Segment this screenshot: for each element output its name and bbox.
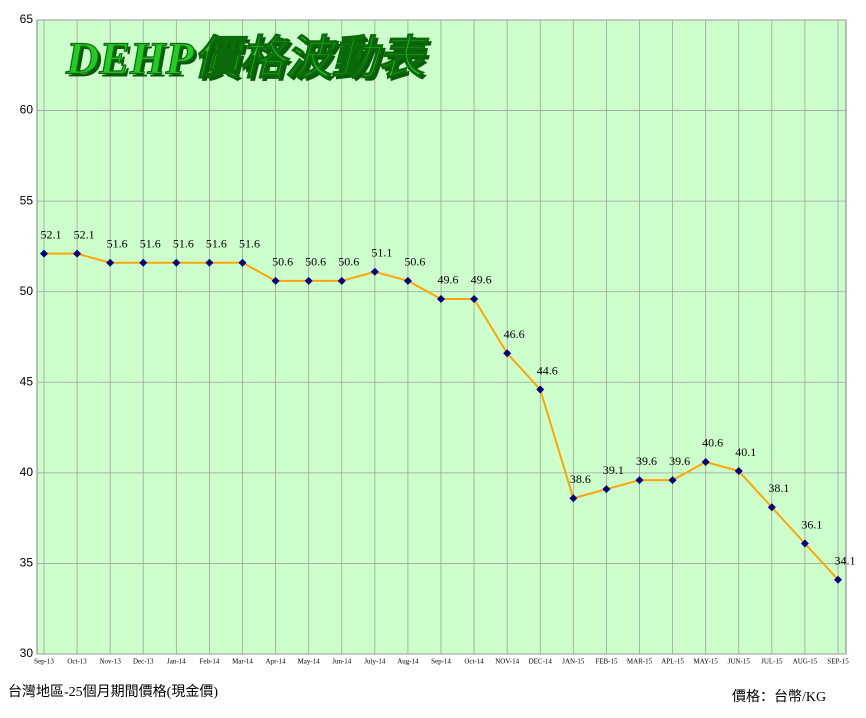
x-tick-label: Aug-14 — [397, 658, 419, 666]
data-label: 44.6 — [537, 363, 558, 377]
data-label: 38.6 — [570, 472, 591, 486]
x-tick-label: FEB-15 — [595, 658, 618, 666]
data-label: 39.6 — [669, 454, 690, 468]
marker — [337, 276, 346, 285]
x-tick-label: JUN-15 — [728, 658, 751, 666]
x-tick-label: Apr-14 — [266, 658, 287, 666]
x-tick-label: AUG-15 — [793, 658, 818, 666]
data-label: 38.1 — [768, 481, 789, 495]
x-tick-label: Dec-13 — [133, 658, 154, 666]
y-tick-label: 35 — [20, 556, 34, 570]
chart-title: DEHP價格波動表 — [65, 33, 430, 84]
plot-area — [36, 19, 847, 655]
marker — [73, 249, 82, 258]
marker — [800, 539, 809, 548]
y-tick-label: 65 — [20, 12, 34, 26]
x-tick-label: Oct-14 — [464, 658, 484, 666]
footnote: 台灣地區-25個月期間價格(現金價) — [8, 683, 218, 700]
marker — [470, 294, 479, 303]
x-tick-label: Sep-13 — [34, 658, 54, 666]
data-label: 52.1 — [41, 227, 62, 241]
data-label: 40.6 — [702, 436, 723, 450]
marker — [767, 503, 776, 512]
data-label: 51.6 — [107, 236, 128, 250]
marker — [602, 485, 611, 494]
data-label: 51.6 — [206, 236, 227, 250]
data-label: 36.1 — [801, 517, 822, 531]
data-label: 49.6 — [471, 273, 492, 287]
marker — [635, 476, 644, 485]
data-label: 34.1 — [835, 553, 856, 567]
x-tick-label: Jun-14 — [332, 658, 352, 666]
data-label: 50.6 — [338, 255, 359, 269]
x-tick-label: DEC-14 — [529, 658, 553, 666]
x-tick-label: Jan-14 — [167, 658, 186, 666]
x-tick-label: Mar-14 — [232, 658, 253, 666]
data-label: 52.1 — [74, 227, 95, 241]
marker — [40, 249, 48, 258]
data-label: 40.1 — [735, 445, 756, 459]
marker — [503, 349, 512, 358]
y-tick-label: 60 — [20, 103, 34, 117]
marker — [569, 494, 578, 503]
marker — [139, 258, 148, 267]
x-tick-label: MAR-15 — [627, 658, 653, 666]
data-label: 46.6 — [504, 327, 525, 341]
x-tick-label: NOV-14 — [495, 658, 519, 666]
y-tick-label: 40 — [20, 465, 34, 479]
x-tick-label: JAN-15 — [562, 658, 585, 666]
x-tick-label: MAY-15 — [694, 658, 719, 666]
marker — [205, 258, 214, 267]
x-tick-label: APL-15 — [661, 658, 684, 666]
y-tick-label: 30 — [20, 646, 34, 660]
marker — [536, 385, 545, 394]
data-label: 50.6 — [272, 255, 293, 269]
x-tick-label: Sep-14 — [431, 658, 451, 666]
data-label: 51.6 — [173, 236, 194, 250]
marker — [271, 276, 280, 285]
marker — [734, 467, 743, 476]
marker — [304, 276, 313, 285]
marker — [172, 258, 181, 267]
unit-note: 價格：台幣/KG — [732, 688, 826, 705]
marker — [370, 267, 379, 276]
y-tick-label: 50 — [20, 284, 34, 298]
marker — [668, 476, 677, 485]
data-label: 51.1 — [371, 246, 392, 260]
chart-title-shadow: DEHP價格波動表 — [68, 36, 433, 87]
marker — [106, 258, 115, 267]
x-tick-label: July-14 — [364, 658, 386, 666]
marker — [437, 294, 445, 303]
data-label: 49.6 — [438, 273, 459, 287]
data-label: 39.6 — [636, 454, 657, 468]
data-label: 50.6 — [305, 255, 326, 269]
y-tick-label: 45 — [20, 374, 34, 388]
x-tick-label: SEP-15 — [827, 658, 849, 666]
x-tick-label: Oct-13 — [67, 658, 87, 666]
data-label: 51.6 — [140, 236, 161, 250]
marker — [238, 258, 247, 267]
x-tick-label: JUL-15 — [761, 658, 783, 666]
x-tick-label: May-14 — [298, 658, 321, 666]
data-label: 39.1 — [603, 463, 624, 477]
x-tick-label: Feb-14 — [199, 658, 219, 666]
marker — [701, 457, 710, 466]
data-label: 51.6 — [239, 236, 260, 250]
y-tick-label: 55 — [20, 193, 34, 207]
marker — [834, 575, 842, 584]
x-tick-label: Nov-13 — [99, 658, 121, 666]
data-label: 50.6 — [404, 255, 425, 269]
marker — [403, 276, 412, 285]
